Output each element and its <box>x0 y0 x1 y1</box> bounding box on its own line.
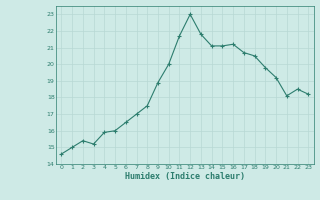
X-axis label: Humidex (Indice chaleur): Humidex (Indice chaleur) <box>125 172 245 181</box>
